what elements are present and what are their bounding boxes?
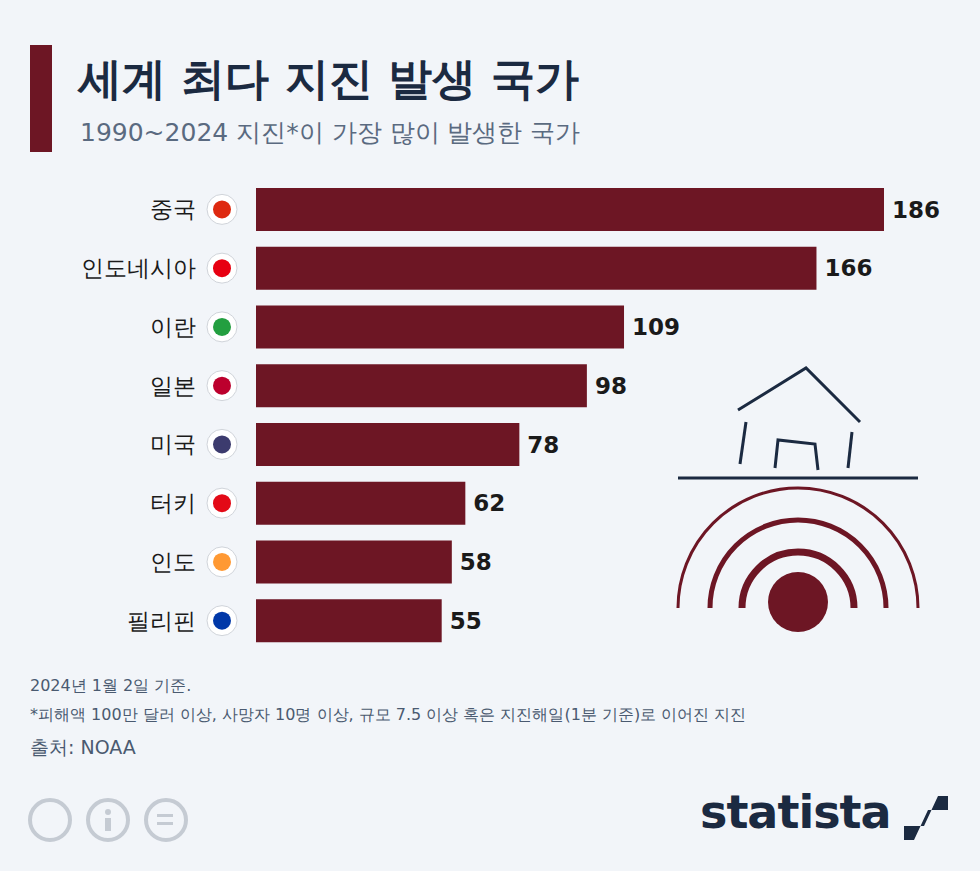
html-text:statista: statista [700,785,891,839]
html-text:출처: NOAA: 출처: NOAA [30,736,136,758]
svg-text:55: 55 [450,608,482,634]
svg-text:미국: 미국 [150,431,196,457]
svg-text:중국: 중국 [150,196,196,222]
svg-text:58: 58 [460,549,492,575]
html-text:*피해액 100만 달러 이상, 사망자 10명 이상, 규: *피해액 100만 달러 이상, 사망자 10명 이상, 규모 7.5 이상 혹… [30,705,747,724]
svg-text:98: 98 [595,373,627,399]
svg-text:186: 186 [892,197,940,223]
svg-text:일본: 일본 [150,373,196,399]
svg-text:인도: 인도 [150,549,196,575]
svg-text:78: 78 [527,432,559,458]
html-text:1990~2024 지진*이 가장 많이 발생한 국가: 1990~2024 지진*이 가장 많이 발생한 국가 [80,118,581,147]
svg-text:109: 109 [632,314,680,340]
svg-text:인도네시아: 인도네시아 [81,255,196,281]
svg-text:166: 166 [824,255,872,281]
svg-text:이란: 이란 [150,314,196,340]
svg-text:필리핀: 필리핀 [127,608,196,634]
html-text:세계 최다 지진 발생 국가: 세계 최다 지진 발생 국가 [78,53,580,104]
html-text:2024년 1월 2일 기준.: 2024년 1월 2일 기준. [30,676,192,695]
svg-text:62: 62 [473,490,505,516]
svg-text:터키: 터키 [150,490,196,516]
